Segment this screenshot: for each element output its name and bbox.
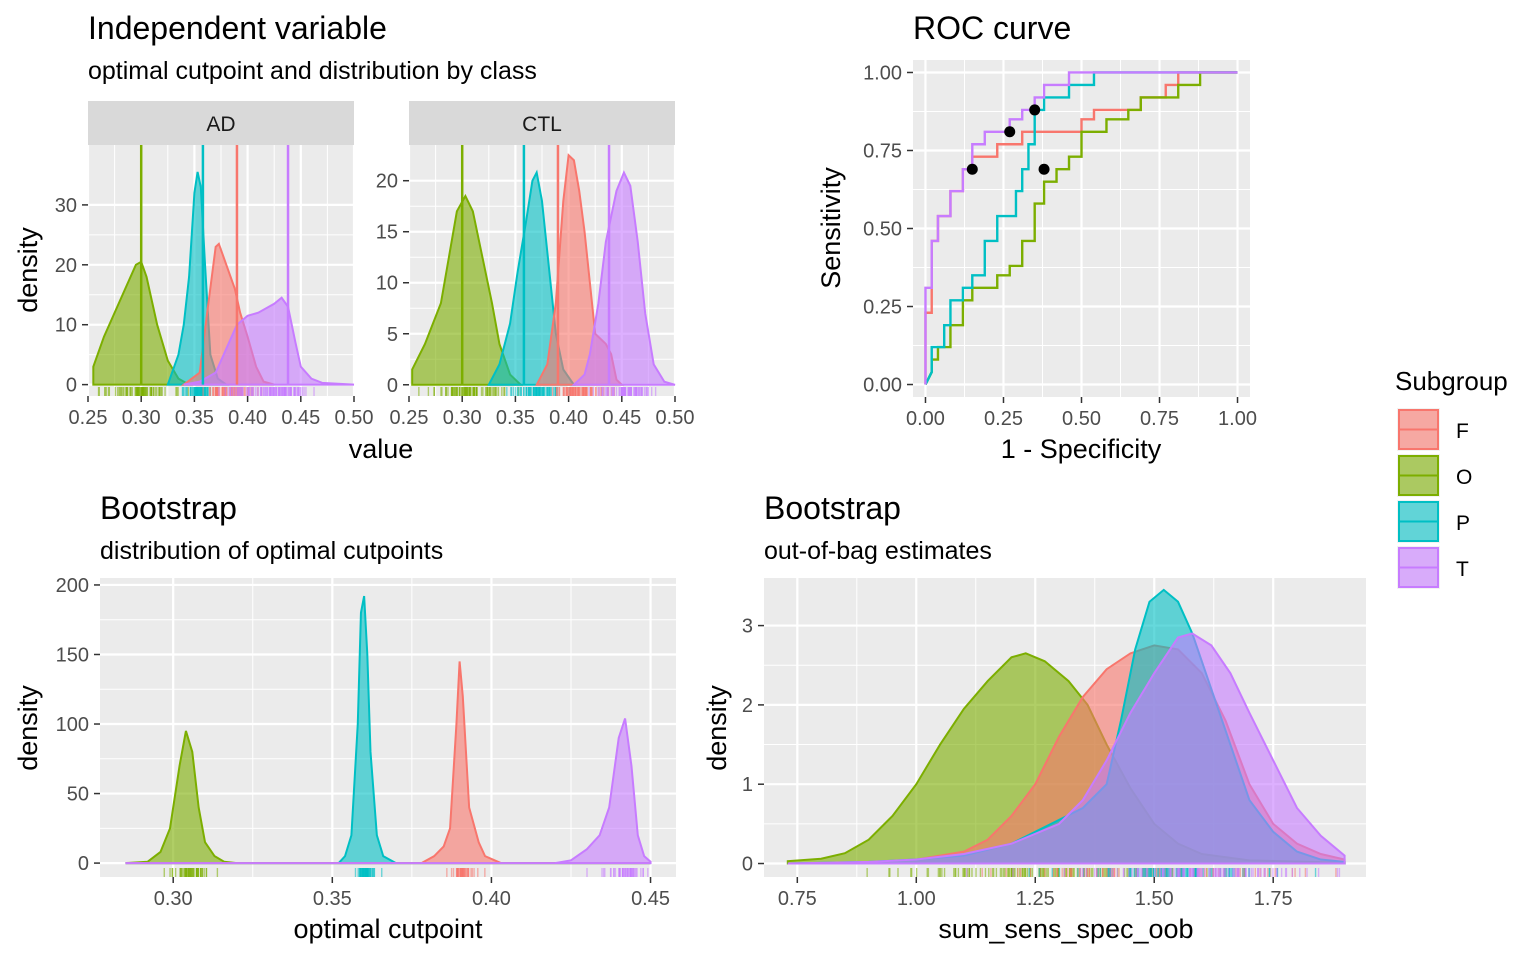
optimal-cutpoint-marker [1029, 104, 1041, 116]
x-tick-label: 1.00 [1218, 408, 1257, 430]
legend-label-F: F [1456, 420, 1469, 443]
density-T [571, 170, 676, 386]
y-tick-label: 20 [55, 255, 77, 277]
facet-strip-ctl [409, 101, 675, 145]
y-axis-title: density [13, 227, 43, 313]
facet-strip-ad [88, 101, 354, 145]
chart-title: Bootstrap [100, 490, 237, 526]
x-tick-label: 0.00 [906, 408, 945, 430]
y-axis-title: Sensitivity [816, 167, 846, 289]
legend-title: Subgroup [1395, 366, 1508, 396]
y-tick-label: 0.25 [863, 297, 902, 319]
y-tick-label: 1.00 [863, 62, 902, 84]
x-tick-label: 0.45 [602, 407, 641, 429]
x-tick-label: 0.35 [496, 407, 535, 429]
x-tick-label: 0.40 [228, 407, 267, 429]
y-tick-label: 1 [742, 774, 753, 796]
x-tick-label: 0.50 [1062, 408, 1101, 430]
x-tick-label: 0.75 [778, 888, 817, 910]
x-tick-label: 0.40 [549, 407, 588, 429]
y-tick-label: 3 [742, 616, 753, 638]
y-tick-label: 2 [742, 695, 753, 717]
legend-label-T: T [1456, 558, 1469, 581]
facet-label-ctl: CTL [522, 113, 562, 136]
plot-area-ctl: 0.25 0.30 0.35 0.40 0.45 0.50 0 5 10 15 20 [376, 145, 695, 429]
x-axis-title: sum_sens_spec_oob [938, 914, 1193, 944]
panel-independent-variable: Independent variable optimal cutpoint an… [13, 10, 694, 464]
y-tick-label: 0.50 [863, 219, 902, 241]
y-tick-label: 0 [742, 854, 753, 876]
roc-line-T [924, 71, 1238, 385]
panel-bootstrap-oob: Bootstrap out-of-bag estimates 0.75 1.00 1… [702, 490, 1366, 944]
legend-label-O: O [1456, 466, 1472, 489]
plot-area-roc: 0.00 0.25 0.50 0.75 1.00 0.00 0.25 0.50 0.75 1.00 [863, 60, 1257, 430]
density-T [787, 632, 1346, 865]
x-tick-label: 0.45 [281, 407, 320, 429]
x-tick-label: 0.25 [390, 407, 429, 429]
y-axis-title: density [702, 685, 732, 771]
y-tick-label: 30 [55, 195, 77, 217]
chart-title: Independent variable [88, 10, 387, 46]
y-tick-label: 5 [387, 324, 398, 346]
x-tick-label: 0.30 [443, 407, 482, 429]
optimal-cutpoint-marker [1038, 163, 1050, 175]
x-tick-label: 0.30 [154, 888, 193, 910]
x-tick-label: 0.50 [656, 407, 695, 429]
x-tick-label: 0.75 [1140, 408, 1179, 430]
chart-title: Bootstrap [764, 490, 901, 526]
x-tick-label: 1.75 [1254, 888, 1293, 910]
x-tick-label: 1.25 [1016, 888, 1055, 910]
plot-area-bootstrap-cutpoints: 0.30 0.35 0.40 0.45 0 50 100 150 200 [56, 575, 676, 910]
chart-subtitle: out-of-bag estimates [764, 537, 992, 565]
y-tick-label: 0.00 [863, 375, 902, 397]
x-tick-label: 0.50 [335, 407, 374, 429]
x-axis-title: value [349, 434, 414, 464]
y-tick-label: 0 [66, 375, 77, 397]
y-tick-label: 0 [78, 853, 89, 875]
chart-subtitle: optimal cutpoint and distribution by cla… [88, 57, 537, 85]
facet-label-ad: AD [206, 113, 235, 136]
density-F [125, 661, 651, 865]
x-tick-label: 0.35 [313, 888, 352, 910]
x-tick-label: 0.40 [472, 888, 511, 910]
chart-title: ROC curve [913, 10, 1071, 46]
optimal-cutpoint-marker [1004, 126, 1016, 138]
y-tick-label: 15 [376, 222, 398, 244]
y-tick-label: 50 [67, 784, 89, 806]
density-T [183, 296, 355, 386]
x-tick-label: 0.30 [122, 407, 161, 429]
y-tick-label: 0 [387, 375, 398, 397]
roc-line-P [924, 71, 1238, 386]
roc-line-O [924, 71, 1238, 386]
plot-area-bootstrap-oob: 0.75 1.00 1.25 1.50 1.75 0 1 2 3 [742, 578, 1366, 910]
plot-area-ad: 0.25 0.30 0.35 0.40 0.45 0.50 0 10 20 30 [55, 145, 374, 429]
x-tick-label: 0.35 [175, 407, 214, 429]
y-tick-label: 150 [56, 644, 89, 666]
y-tick-label: 20 [376, 171, 398, 193]
x-axis-title: 1 - Specificity [1001, 434, 1162, 464]
density-P [125, 595, 651, 865]
panel-roc-curve: ROC curve 0.00 0.25 0.50 0.75 1.000.000.250.… [816, 10, 1257, 464]
optimal-cutpoint-marker [966, 163, 978, 175]
y-axis-title: density [13, 685, 43, 771]
density-T [125, 718, 652, 865]
y-tick-label: 10 [376, 273, 398, 295]
legend-label-P: P [1456, 512, 1470, 535]
y-tick-label: 200 [56, 575, 89, 597]
y-tick-label: 100 [56, 714, 89, 736]
x-axis-title: optimal cutpoint [293, 914, 483, 944]
x-tick-label: 1.50 [1135, 888, 1174, 910]
x-tick-label: 0.25 [69, 407, 108, 429]
chart-subtitle: distribution of optimal cutpoints [100, 537, 443, 565]
x-tick-label: 0.45 [631, 888, 670, 910]
panel-bootstrap-cutpoints: Bootstrap distribution of optimal cutpoi… [13, 490, 676, 944]
x-tick-label: 1.00 [897, 888, 936, 910]
y-tick-label: 0.75 [863, 140, 902, 162]
y-tick-label: 10 [55, 315, 77, 337]
x-tick-label: 0.25 [984, 408, 1023, 430]
